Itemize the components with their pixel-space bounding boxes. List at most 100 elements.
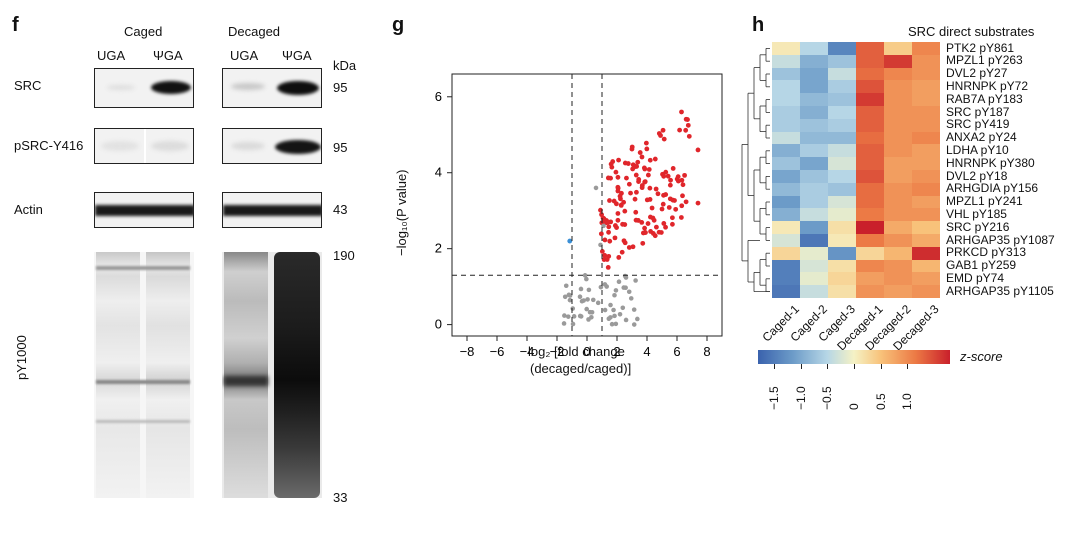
point-up bbox=[645, 221, 651, 226]
heatmap-cell bbox=[912, 259, 940, 273]
heatmap-row-label: GAB1 pY259 bbox=[946, 258, 1017, 273]
point-ns bbox=[595, 300, 601, 306]
heatmap-cell bbox=[772, 144, 800, 158]
kda-py1000-bottom: 33 bbox=[333, 490, 348, 505]
point-up bbox=[677, 127, 683, 133]
point-ns bbox=[577, 294, 583, 299]
point-up bbox=[649, 205, 655, 211]
heatmap-cell bbox=[828, 234, 856, 248]
heatmap-cell bbox=[912, 67, 940, 81]
point-up bbox=[661, 221, 667, 226]
heatmap-cell bbox=[912, 106, 940, 120]
heatmap-cell bbox=[856, 208, 884, 222]
heatmap-cell bbox=[800, 80, 828, 94]
heatmap-cell bbox=[912, 221, 940, 235]
heatmap-grid bbox=[772, 42, 940, 299]
heatmap-row-label: ARHGAP35 pY1105 bbox=[946, 283, 1054, 298]
point-up bbox=[670, 166, 676, 171]
heatmap-row-label: HNRNPK pY72 bbox=[946, 78, 1029, 93]
heatmap-cell bbox=[884, 106, 912, 120]
point-up bbox=[695, 147, 701, 153]
point-ns bbox=[586, 317, 591, 322]
heatmap-cell bbox=[800, 285, 828, 299]
heatmap-cell bbox=[828, 144, 856, 158]
volcano-ylabel: −log₁₀(P value) bbox=[394, 169, 409, 256]
point-up bbox=[613, 169, 619, 175]
point-up bbox=[679, 203, 685, 209]
point-up bbox=[615, 217, 621, 223]
colorbar-tick-label: 0 bbox=[847, 403, 861, 410]
point-up bbox=[605, 265, 611, 270]
point-up bbox=[616, 157, 621, 163]
point-up bbox=[678, 215, 684, 220]
heatmap-cell bbox=[884, 221, 912, 235]
point-up bbox=[639, 219, 645, 225]
point-ns bbox=[562, 294, 568, 300]
x-tick-label: 4 bbox=[643, 344, 650, 359]
y-tick-label: 6 bbox=[435, 89, 442, 104]
point-up bbox=[652, 156, 658, 162]
point-up bbox=[599, 249, 605, 254]
heatmap-cell bbox=[800, 106, 828, 120]
point-up bbox=[669, 215, 675, 221]
heatmap-cell bbox=[772, 170, 800, 184]
heatmap-row-label: EMD pY74 bbox=[946, 270, 1005, 285]
heatmap-row-label: HNRNPK pY380 bbox=[946, 155, 1035, 170]
kda-psrc: 95 bbox=[333, 140, 348, 155]
heatmap-row-label: ANXA2 pY24 bbox=[946, 130, 1017, 145]
blot-psrc-caged bbox=[94, 128, 194, 164]
point-ns bbox=[566, 292, 572, 298]
heatmap-cell bbox=[772, 106, 800, 120]
heatmap-cell bbox=[884, 195, 912, 209]
point-up bbox=[632, 196, 638, 202]
blot-src-caged bbox=[94, 68, 194, 108]
point-ns bbox=[608, 315, 613, 320]
point-up bbox=[679, 177, 685, 183]
point-ns bbox=[598, 284, 604, 290]
heatmap-cell bbox=[828, 272, 856, 286]
heatmap-cell bbox=[884, 170, 912, 184]
heatmap-cell bbox=[828, 106, 856, 120]
blot-py1000-caged bbox=[94, 252, 194, 498]
point-up bbox=[661, 136, 667, 142]
point-up bbox=[618, 196, 623, 202]
point-up bbox=[647, 197, 653, 202]
point-up bbox=[606, 229, 611, 235]
point-up bbox=[614, 225, 619, 231]
colorbar-tick-label: −1.0 bbox=[793, 386, 808, 410]
heatmap-row-label: PRKCD pY313 bbox=[946, 245, 1027, 260]
heatmap-cell bbox=[800, 144, 828, 158]
heatmap-dendrogram bbox=[741, 48, 770, 293]
heatmap-cell bbox=[800, 208, 828, 222]
point-ns bbox=[616, 279, 622, 285]
x-tick-label: −4 bbox=[520, 344, 535, 359]
heatmap-row-label: ARHGDIA pY156 bbox=[946, 181, 1039, 196]
colorbar-tick-mark bbox=[907, 364, 909, 369]
lane-label-4: ΨGA bbox=[282, 48, 312, 63]
point-ns bbox=[617, 312, 623, 317]
point-up bbox=[680, 193, 685, 199]
volcano-xlabel-1: log₂ [fold change bbox=[528, 344, 625, 359]
point-up bbox=[659, 206, 665, 212]
point-up bbox=[679, 109, 684, 115]
heatmap-cell bbox=[912, 182, 940, 196]
heatmap-cell bbox=[912, 157, 940, 171]
colorbar-tick-mark bbox=[800, 364, 802, 369]
heatmap-cell bbox=[772, 246, 800, 260]
point-ns bbox=[608, 302, 613, 308]
point-ns bbox=[593, 185, 599, 191]
heatmap-cell bbox=[912, 234, 940, 248]
point-up bbox=[642, 166, 648, 172]
heatmap-cell bbox=[800, 157, 828, 171]
heatmap-cell bbox=[884, 42, 912, 56]
point-up bbox=[636, 179, 641, 184]
y-tick-label: 4 bbox=[435, 165, 442, 180]
point-up bbox=[645, 172, 651, 178]
colorbar-label: z-score bbox=[960, 349, 1003, 364]
heatmap-cell bbox=[912, 144, 940, 158]
point-ns bbox=[613, 321, 619, 327]
heatmap-cell bbox=[856, 118, 884, 132]
heatmap-cell bbox=[856, 144, 884, 158]
x-tick-label: 2 bbox=[613, 344, 620, 359]
point-up bbox=[695, 200, 701, 206]
